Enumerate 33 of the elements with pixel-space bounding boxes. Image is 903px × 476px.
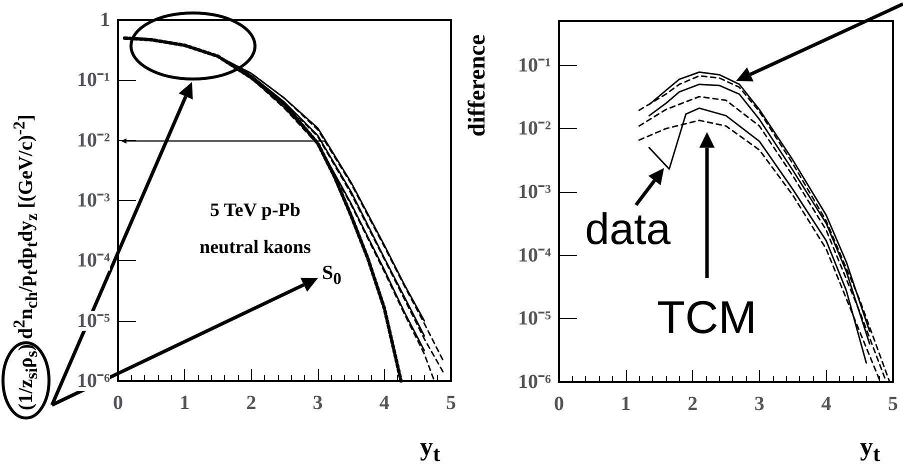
x-tick-label: 0 [113,392,123,414]
y-tick-label: 10⁻² [518,118,551,140]
y-tick-label: 10⁻⁶ [77,370,110,392]
x-tick-label: 1 [180,392,190,414]
x-tick-label: 4 [821,393,832,415]
y-tick-label: 10⁻¹ [77,69,110,92]
y-tick-label: 10⁻³ [77,190,110,212]
y-tick-label: 10⁻⁵ [77,310,110,332]
annotation: S$_{0}$ [322,262,342,289]
y-tick-label: 10⁻⁴ [77,250,110,272]
y-tick-label: 10⁻² [77,129,110,152]
x-tick-label: 5 [888,393,898,415]
y-tick-label: 10⁻³ [518,180,551,203]
x-tick-label: 4 [379,392,390,414]
annotation: 5 TeV p-Pb [210,200,300,222]
x-tick-label: 3 [754,393,764,415]
x-tick-label: 2 [688,393,698,415]
x-tick-label: 1 [620,393,631,415]
y-tick-label: 1 [100,9,110,31]
x-tick-label: 0 [554,393,564,415]
y-axis-title: difference [464,34,492,136]
x-tick-label: 3 [312,392,323,414]
annotation: data [585,205,671,255]
y-tick-label: 10⁻⁴ [518,244,551,266]
x-tick-label: 5 [446,392,456,414]
x-axis-title: y$_{t}$ [860,432,880,468]
annotation: TCM [657,290,757,344]
annotation: neutral kaons [200,237,311,259]
y-tick-label: 10⁻⁶ [518,371,551,393]
x-tick-label: 2 [246,392,256,414]
y-tick-label: 10⁻⁵ [518,308,551,330]
x-axis-title: y$_{t}$ [420,432,440,468]
y-tick-label: 10⁻¹ [518,54,551,76]
